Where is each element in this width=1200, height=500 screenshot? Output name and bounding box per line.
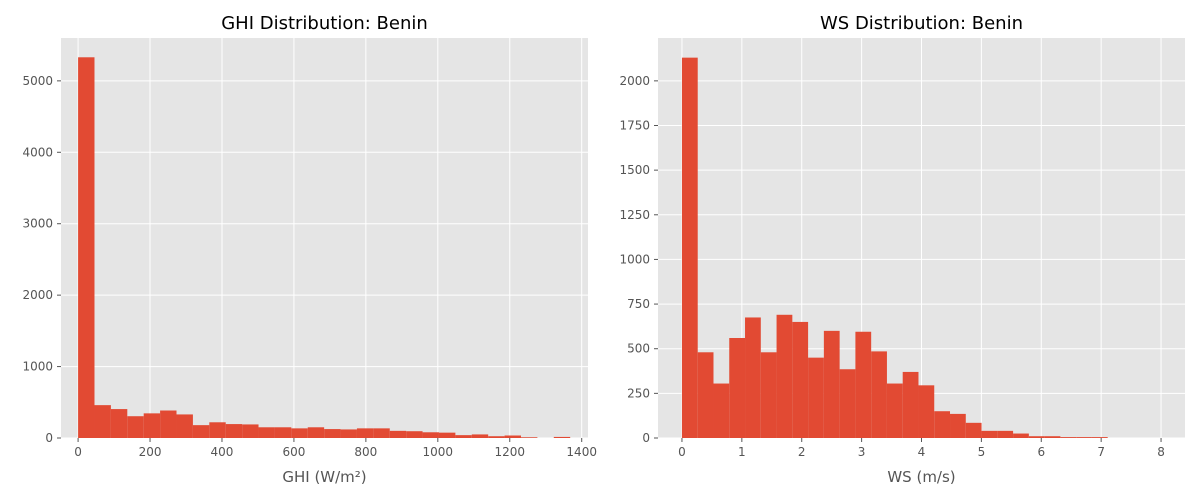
histogram-bar bbox=[78, 57, 95, 439]
histogram-bar bbox=[1013, 433, 1029, 438]
x-tick-label: 7 bbox=[1097, 445, 1105, 459]
histogram-bar bbox=[823, 330, 840, 438]
histogram-bar bbox=[776, 314, 793, 438]
y-tick-label: 3000 bbox=[22, 217, 53, 231]
y-tick-label: 1750 bbox=[619, 119, 650, 133]
histogram-bar bbox=[792, 321, 809, 438]
y-tick-label: 1250 bbox=[619, 208, 650, 222]
x-tick-label: 4 bbox=[918, 445, 926, 459]
chart-title: WS Distribution: Benin bbox=[820, 13, 1023, 34]
y-tick-label: 0 bbox=[642, 431, 650, 445]
histogram-bar bbox=[1076, 437, 1092, 438]
histogram-bar bbox=[422, 432, 439, 438]
x-tick-label: 800 bbox=[354, 445, 377, 459]
histogram-bar bbox=[886, 383, 903, 438]
x-tick-label: 200 bbox=[139, 445, 162, 459]
histogram-bar bbox=[902, 371, 919, 438]
histogram-bar bbox=[209, 422, 226, 438]
histogram-bar bbox=[324, 429, 341, 438]
histogram-bar bbox=[1028, 436, 1045, 438]
x-tick-label: 1 bbox=[738, 445, 746, 459]
plot-area bbox=[61, 38, 588, 438]
x-tick-label: 1200 bbox=[494, 445, 525, 459]
x-tick-label: 400 bbox=[211, 445, 234, 459]
x-tick-label: 0 bbox=[74, 445, 82, 459]
x-axis-label: GHI (W/m²) bbox=[282, 468, 366, 486]
y-tick-label: 250 bbox=[627, 386, 650, 400]
histogram-bar bbox=[274, 427, 292, 438]
histogram-bar bbox=[950, 413, 966, 438]
histogram-bar bbox=[681, 57, 698, 439]
histogram-bar bbox=[839, 369, 856, 438]
y-tick-label: 500 bbox=[627, 342, 650, 356]
histogram-bar bbox=[488, 436, 505, 438]
histogram-bar bbox=[127, 416, 144, 438]
y-tick-label: 750 bbox=[627, 297, 650, 311]
histogram-bar bbox=[373, 428, 390, 438]
histogram-bar bbox=[713, 383, 730, 438]
histogram-bar bbox=[160, 410, 177, 438]
y-tick-label: 1500 bbox=[619, 163, 650, 177]
histogram-bar bbox=[225, 424, 243, 438]
x-tick-label: 5 bbox=[978, 445, 986, 459]
y-tick-label: 2000 bbox=[22, 288, 53, 302]
histogram-bar bbox=[94, 405, 111, 438]
x-tick-label: 600 bbox=[282, 445, 305, 459]
histogram-bar bbox=[438, 432, 456, 438]
histogram-bar bbox=[760, 352, 777, 438]
y-tick-label: 2000 bbox=[619, 74, 650, 88]
histogram-bar bbox=[406, 431, 423, 438]
histogram-bar bbox=[143, 413, 161, 438]
histogram-bar bbox=[307, 427, 325, 438]
y-tick-label: 0 bbox=[45, 431, 53, 445]
ws-histogram-panel: 0 1 2 3 4 5 6 7 8 0 250 500 750 1000 1250 1500 1750 2000 W… bbox=[619, 13, 1185, 486]
x-tick-label: 0 bbox=[678, 445, 686, 459]
histogram-bar bbox=[808, 357, 824, 438]
x-tick-label: 1400 bbox=[566, 445, 597, 459]
histogram-bar bbox=[553, 436, 571, 438]
histogram-bar bbox=[455, 435, 472, 438]
x-tick-label: 1000 bbox=[423, 445, 454, 459]
histogram-bar bbox=[258, 427, 275, 438]
histogram-bar bbox=[871, 351, 887, 438]
histogram-bar bbox=[729, 338, 746, 438]
x-axis-label: WS (m/s) bbox=[887, 468, 955, 486]
y-tick-label: 5000 bbox=[22, 74, 53, 88]
histogram-bar bbox=[965, 422, 982, 438]
histogram-bar bbox=[1091, 437, 1108, 438]
y-tick-label: 1000 bbox=[619, 252, 650, 266]
histogram-bar bbox=[340, 429, 357, 438]
histogram-bar bbox=[356, 428, 374, 438]
histogram-bar bbox=[1060, 437, 1077, 438]
histogram-bar bbox=[981, 430, 998, 438]
y-tick-label: 4000 bbox=[22, 145, 53, 159]
histogram-bar bbox=[176, 414, 193, 438]
histogram-bar bbox=[389, 430, 407, 438]
histogram-bar bbox=[471, 434, 489, 438]
y-tick-label: 1000 bbox=[22, 360, 53, 374]
histogram-bar bbox=[997, 430, 1014, 438]
histogram-bar bbox=[697, 352, 714, 438]
chart-title: GHI Distribution: Benin bbox=[221, 13, 428, 34]
histogram-bar bbox=[242, 424, 259, 438]
histogram-bar bbox=[745, 317, 761, 438]
x-tick-label: 2 bbox=[798, 445, 806, 459]
histogram-bar bbox=[504, 435, 521, 438]
ghi-histogram-panel: 0 200 400 600 800 1000 1200 1400 0 1000 2000 3000 40… bbox=[22, 13, 597, 486]
x-tick-label: 8 bbox=[1157, 445, 1165, 459]
histogram-bar bbox=[110, 409, 128, 438]
x-tick-label: 6 bbox=[1037, 445, 1045, 459]
histogram-bar bbox=[192, 425, 210, 438]
histogram-bar bbox=[1044, 436, 1061, 438]
histogram-bar bbox=[855, 331, 872, 438]
histogram-bar bbox=[934, 411, 951, 438]
histogram-bar bbox=[520, 437, 538, 438]
histogram-bar bbox=[291, 428, 308, 438]
x-tick-label: 3 bbox=[858, 445, 866, 459]
histogram-bar bbox=[918, 385, 935, 438]
